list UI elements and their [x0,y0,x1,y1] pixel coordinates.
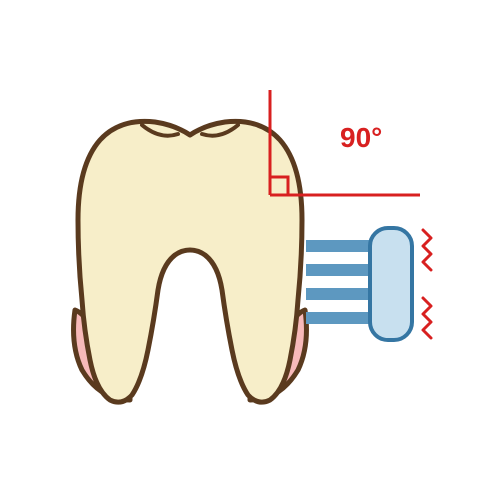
motion-zigzag-top [423,230,431,270]
diagram-svg [0,0,500,500]
tooth [78,121,302,402]
brush-head [370,228,412,340]
motion-zigzag-bottom [423,298,431,338]
angle-label: 90° [340,122,382,154]
brushing-angle-diagram: 90° [0,0,500,500]
